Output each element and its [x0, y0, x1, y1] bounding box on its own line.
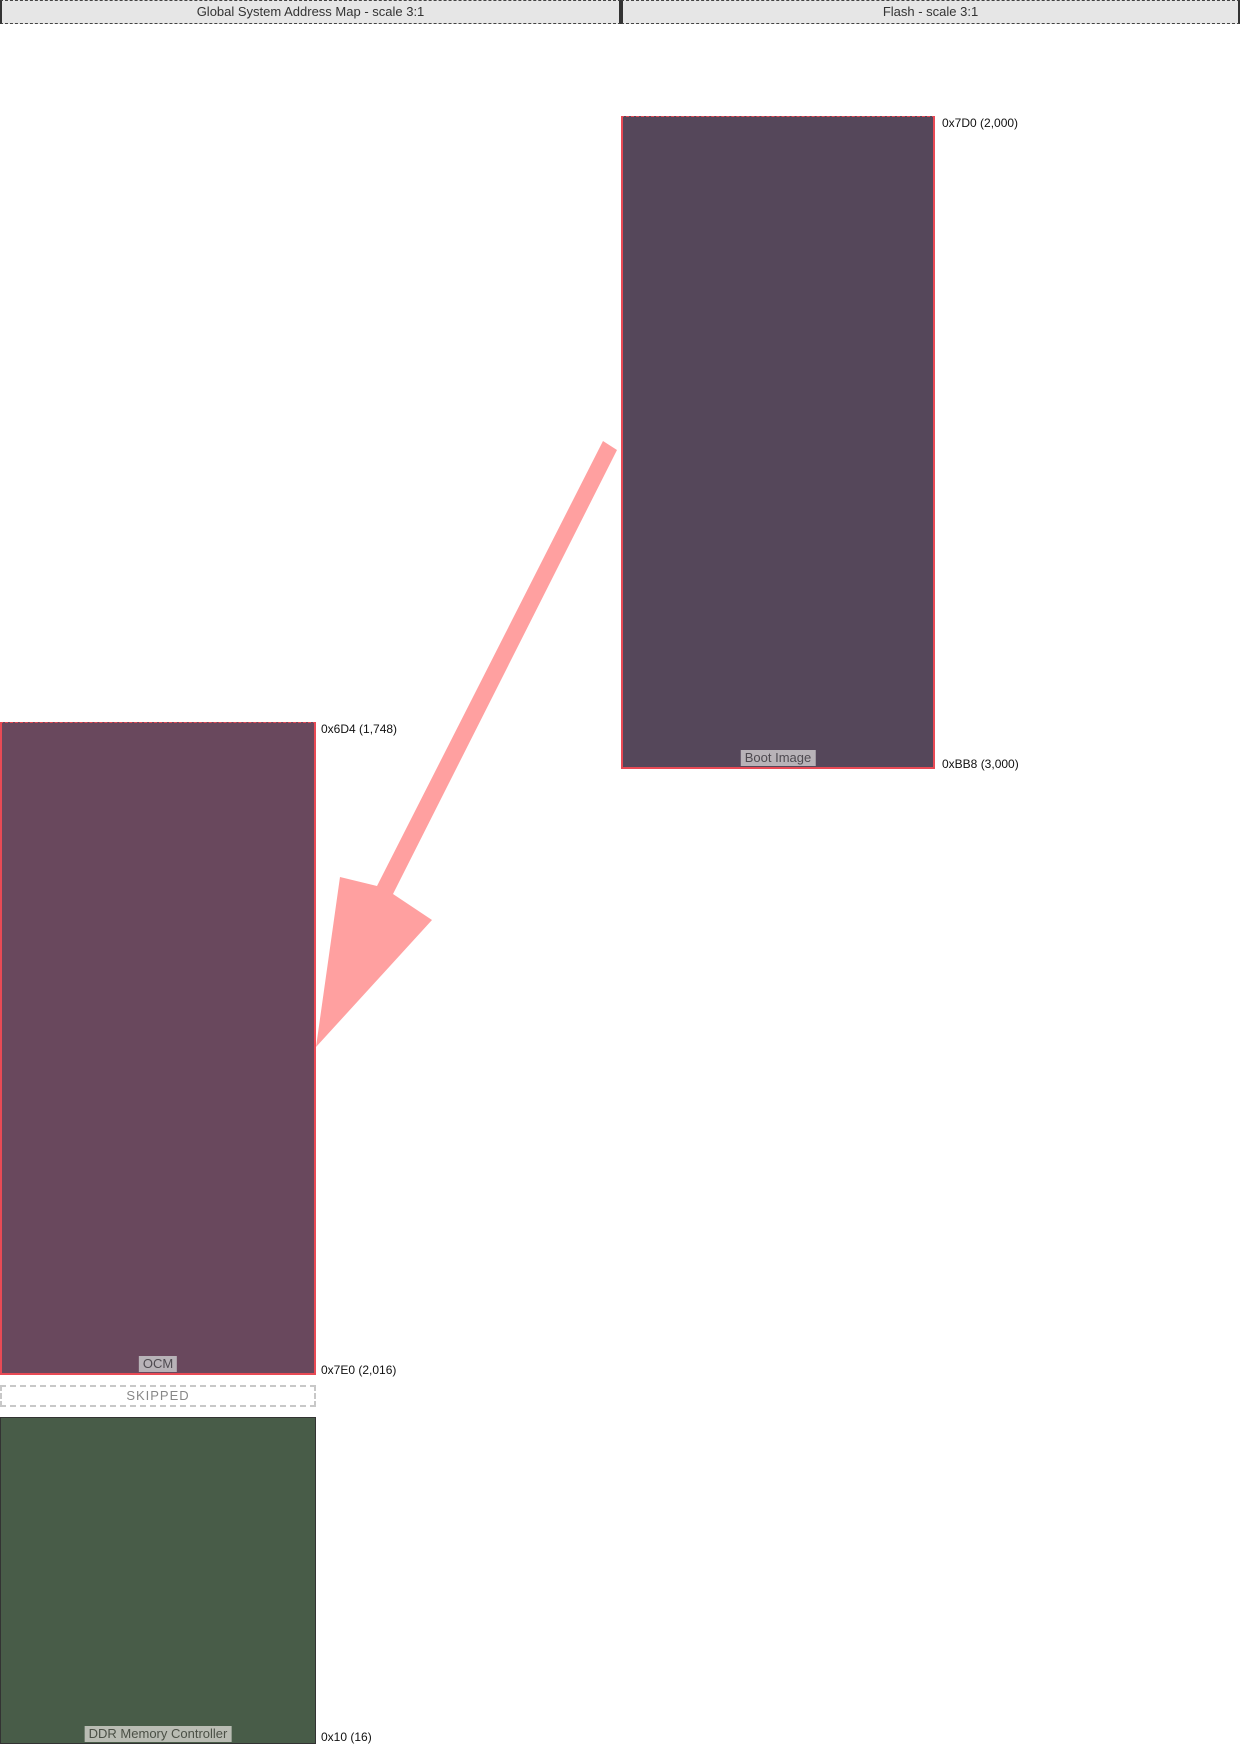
ddr-label: DDR Memory Controller	[84, 1726, 232, 1742]
skipped-gap: SKIPPED	[0, 1385, 316, 1407]
boot-image-label: Boot Image	[740, 750, 816, 766]
ddr-memory-controller-region[interactable]: DDR Memory Controller	[0, 1417, 316, 1744]
copy-arrow-shape	[316, 441, 617, 1047]
boot-image-end-address: 0xBB8 (3,000)	[942, 757, 1019, 771]
boot-image-region[interactable]: Boot Image	[621, 116, 935, 769]
ocm-end-address: 0x7E0 (2,016)	[321, 1363, 397, 1377]
global-map-header: Global System Address Map - scale 3:1	[0, 0, 621, 24]
ddr-end-address: 0x10 (16)	[321, 1730, 372, 1744]
boot-image-start-address: 0x7D0 (2,000)	[942, 116, 1019, 130]
ocm-start-address: 0x6D4 (1,748)	[321, 722, 398, 736]
ocm-label: OCM	[138, 1356, 178, 1372]
flash-header: Flash - scale 3:1	[621, 0, 1240, 24]
ocm-region[interactable]: OCM	[0, 722, 316, 1375]
